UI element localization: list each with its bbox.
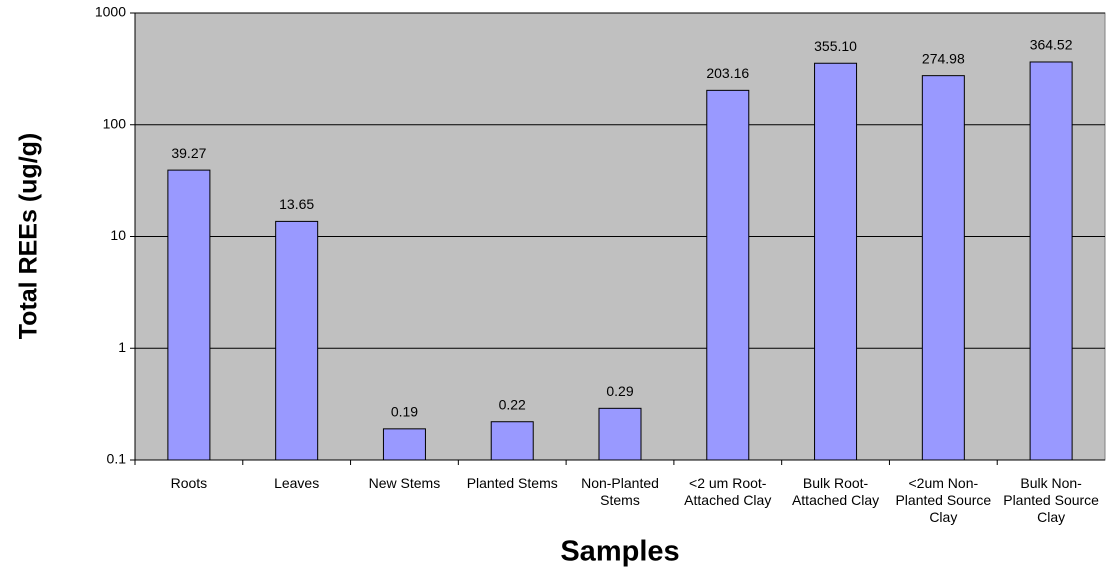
x-tick-label: Leaves — [274, 475, 320, 491]
x-tick-label: <2um Non-Planted Source Clay — [895, 475, 992, 525]
value-label: 274.98 — [922, 50, 965, 66]
x-tick-label: Non-Planted Stems — [581, 475, 659, 508]
bar — [490, 421, 534, 461]
value-label: 355.10 — [814, 38, 857, 54]
x-tick-label: Bulk Root-Attached Clay — [791, 475, 880, 508]
x-tick-label: Planted Stems — [466, 475, 558, 491]
x-axis-title: Samples — [560, 536, 679, 568]
value-label: 13.65 — [279, 196, 314, 212]
y-tick-label: 10 — [110, 227, 126, 243]
bar — [814, 62, 858, 461]
y-axis-title: Total REEs (ug/g) — [15, 133, 43, 339]
bar — [275, 220, 319, 461]
bar — [167, 169, 211, 461]
bar — [706, 89, 750, 461]
value-label: 0.22 — [499, 396, 526, 412]
y-tick-label: 1000 — [95, 4, 126, 20]
x-tick-label: Roots — [170, 475, 208, 491]
x-tick-label: <2 um Root-Attached Clay — [684, 475, 772, 508]
bar — [382, 428, 426, 461]
value-label: 0.29 — [606, 383, 633, 399]
value-label: 39.27 — [171, 145, 206, 161]
value-label: 364.52 — [1030, 37, 1073, 53]
x-tick-label: New Stems — [368, 475, 441, 491]
bar — [598, 407, 642, 461]
value-label: 203.16 — [706, 65, 749, 81]
bar — [921, 75, 965, 461]
y-tick-label: 0.1 — [107, 451, 127, 467]
value-label: 0.19 — [391, 404, 418, 420]
x-tick-label: Bulk Non-Planted Source Clay — [1003, 475, 1099, 525]
y-tick-label: 100 — [103, 115, 127, 131]
y-tick-label: 1 — [118, 339, 126, 355]
bar — [1029, 61, 1073, 461]
